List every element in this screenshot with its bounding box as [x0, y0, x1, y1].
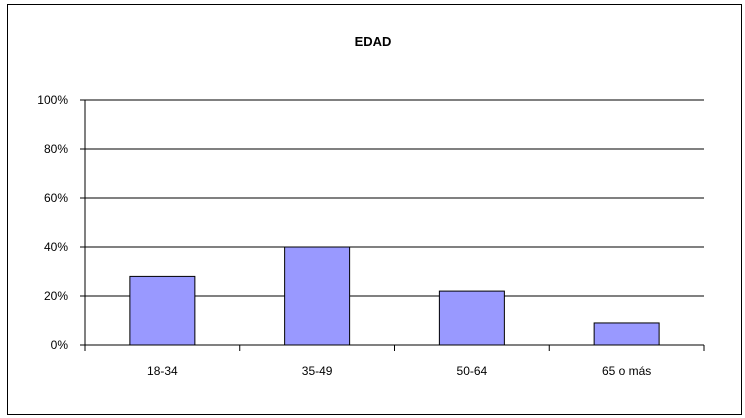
axis-labels: 0% 20% 40% 60% 80% 100% 18-34 35-49 50-64 65 o má…: [37, 93, 651, 378]
y-tick-label: 20%: [44, 289, 68, 303]
bar: [284, 246, 351, 346]
bar: [129, 275, 196, 346]
x-tick-label: 35-49: [302, 364, 333, 378]
bar: [593, 322, 660, 346]
y-tick-label: 100%: [37, 93, 68, 107]
chart-title: EDAD: [355, 34, 392, 49]
x-tick-label: 50-64: [457, 364, 488, 378]
x-tick-label: 65 o más: [602, 364, 651, 378]
bar: [438, 290, 505, 346]
y-tick-label: 0%: [51, 338, 69, 352]
y-tick-label: 60%: [44, 191, 68, 205]
chart-frame: [7, 4, 742, 415]
bars: [129, 246, 660, 346]
y-tick-label: 40%: [44, 240, 68, 254]
y-tick-label: 80%: [44, 142, 68, 156]
axes: [80, 99, 705, 351]
x-tick-label: 18-34: [147, 364, 178, 378]
